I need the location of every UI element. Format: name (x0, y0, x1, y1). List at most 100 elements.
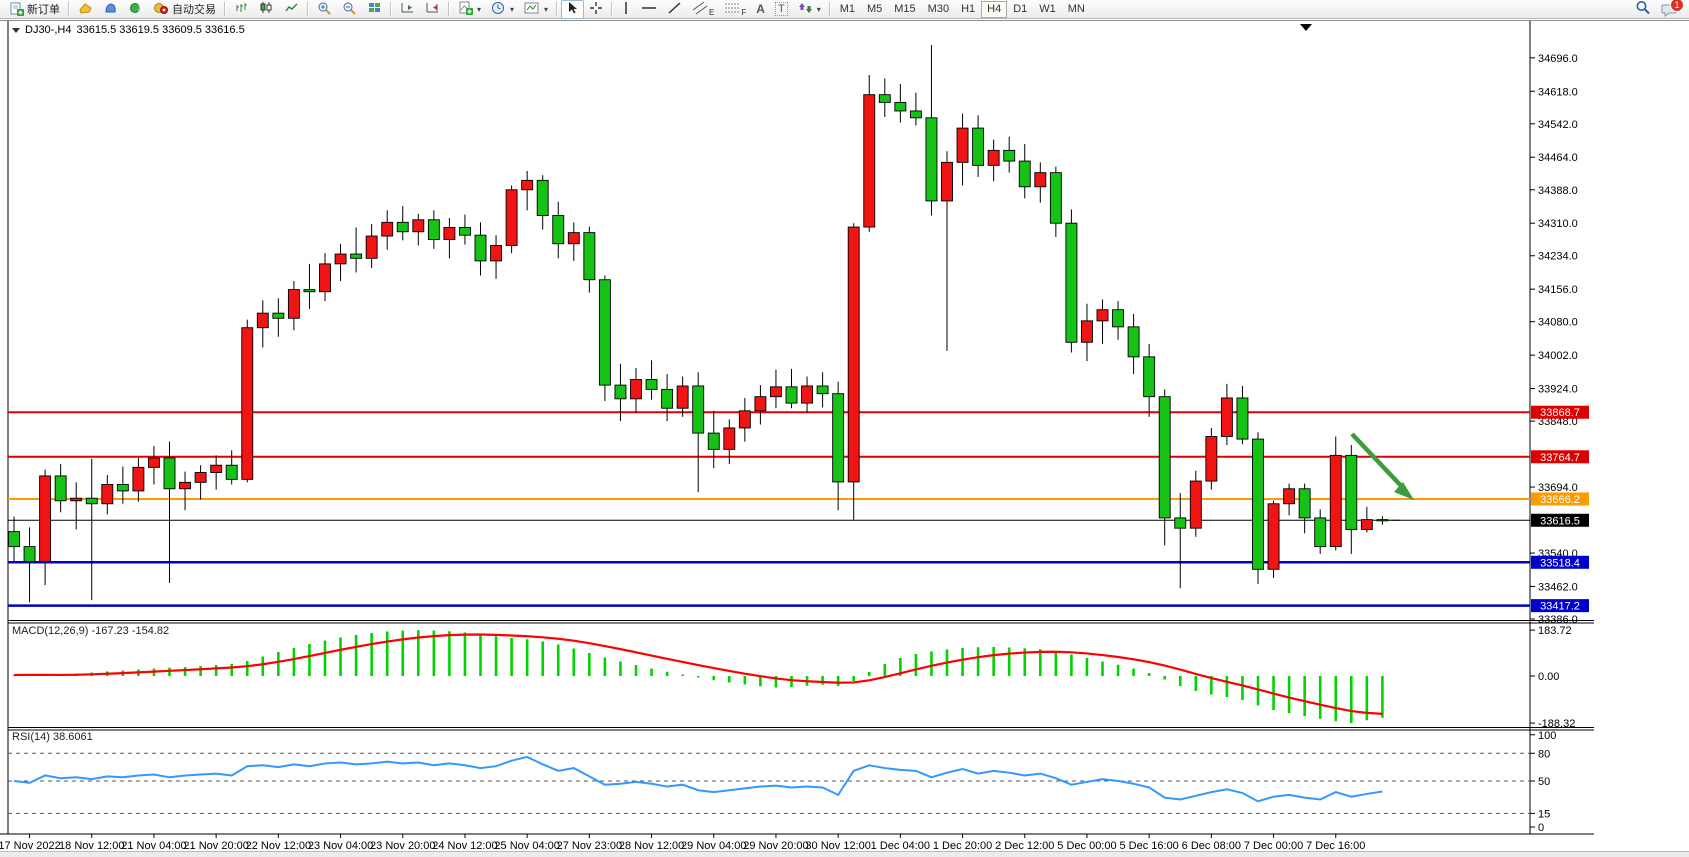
timeframe-button-h1[interactable]: H1 (961, 3, 976, 15)
navigator-icon (128, 1, 143, 17)
svg-text:34542.0: 34542.0 (1538, 119, 1578, 131)
timeframe-button-m1[interactable]: M1 (839, 3, 855, 15)
svg-text:34310.0: 34310.0 (1538, 218, 1578, 230)
svg-text:34464.0: 34464.0 (1538, 152, 1578, 164)
text-label-tool-button[interactable]: T (770, 0, 793, 19)
svg-text:33848.0: 33848.0 (1538, 416, 1578, 428)
horizontal-line-tool-button[interactable] (636, 0, 662, 19)
cursor-icon (566, 1, 579, 18)
window-bottom-edge (0, 851, 1689, 857)
vertical-line-icon (621, 1, 631, 18)
bar-chart-button[interactable] (229, 0, 254, 19)
trendline-tool-button[interactable] (662, 0, 687, 19)
svg-text:34080.0: 34080.0 (1538, 317, 1578, 329)
symbol-period-label: DJ30-,H4 (25, 24, 72, 36)
auto-scroll-button[interactable] (395, 0, 420, 19)
arrows-tool-button[interactable]: ▾ (793, 0, 826, 19)
fibonacci-icon (724, 1, 741, 18)
svg-text:33417.2: 33417.2 (1540, 601, 1580, 613)
auto-trading-label: 自动交易 (172, 4, 216, 16)
timeframe-button-mn[interactable]: MN (1067, 3, 1085, 15)
market-watch-button[interactable] (73, 0, 98, 19)
svg-text:33694.0: 33694.0 (1538, 482, 1578, 494)
tile-windows-button[interactable] (362, 0, 387, 19)
vertical-line-tool-button[interactable] (616, 0, 636, 19)
period-button[interactable]: ▾ (486, 0, 519, 19)
crosshair-tool-button[interactable] (584, 0, 608, 19)
navigator-button[interactable] (123, 0, 148, 19)
text-label-tool-icon: T (774, 2, 788, 16)
cursor-tool-button[interactable] (561, 0, 585, 19)
timeframe-toolbar: M1 M5 M15 M30 H1 H4 D1 W1 MN (834, 0, 1091, 18)
macd-signal-line (13, 633, 1383, 715)
price-axis[interactable]: 34696.0 34618.0 34542.0 34464.0 34388.0 34310… (1530, 53, 1578, 834)
text-tool-button[interactable]: A (751, 0, 770, 19)
svg-text:21 Nov 04:00: 21 Nov 04:00 (121, 840, 186, 852)
search-button[interactable] (1630, 0, 1656, 19)
toolbar-separator (448, 2, 450, 16)
market-watch-icon (78, 1, 93, 17)
svg-text:33518.4: 33518.4 (1540, 557, 1580, 569)
chevron-down-icon: ▾ (816, 4, 821, 14)
svg-text:15: 15 (1538, 808, 1550, 820)
svg-text:23 Nov 20:00: 23 Nov 20:00 (370, 840, 435, 852)
fibonacci-tool-button[interactable]: F (719, 0, 751, 19)
svg-text:183.72: 183.72 (1538, 625, 1572, 637)
rsi-level-lines (8, 752, 1530, 814)
chart-shift-icon (425, 1, 440, 17)
svg-text:1 Dec 20:00: 1 Dec 20:00 (933, 840, 992, 852)
new-order-label: 新订单 (27, 4, 60, 16)
svg-text:5 Dec 00:00: 5 Dec 00:00 (1057, 840, 1116, 852)
svg-text:23 Nov 04:00: 23 Nov 04:00 (308, 840, 373, 852)
toolbar-separator (307, 2, 309, 16)
main-toolbar: 新订单 自动交易 (0, 0, 1689, 19)
template-button[interactable]: ▾ (519, 0, 553, 19)
one-click-trading-toggle-icon[interactable] (12, 27, 20, 33)
line-chart-icon (284, 1, 299, 17)
svg-text:18 Nov 12:00: 18 Nov 12:00 (59, 840, 124, 852)
channel-tool-letter: E (709, 7, 715, 17)
clock-icon (491, 1, 506, 18)
chart-shift-button[interactable] (420, 0, 445, 19)
svg-text:22 Nov 12:00: 22 Nov 12:00 (246, 840, 311, 852)
zoom-in-button[interactable] (312, 0, 337, 19)
auto-trading-button[interactable]: 自动交易 (148, 0, 221, 19)
equidistant-channel-icon (692, 1, 709, 18)
svg-text:28 Nov 12:00: 28 Nov 12:00 (619, 840, 684, 852)
svg-text:29 Nov 20:00: 29 Nov 20:00 (743, 840, 808, 852)
chart-shift-marker[interactable] (1300, 24, 1312, 31)
data-window-icon (103, 1, 118, 17)
chevron-down-icon: ▾ (544, 4, 549, 14)
notifications-button[interactable]: 1 (1656, 0, 1684, 19)
rsi-name: RSI(14) (12, 731, 50, 743)
add-indicator-button[interactable]: ▾ (453, 0, 486, 19)
timeframe-button-d1[interactable]: D1 (1013, 3, 1028, 15)
timeframe-button-w1[interactable]: W1 (1039, 3, 1056, 15)
zoom-out-button[interactable] (337, 0, 362, 19)
svg-text:24 Nov 12:00: 24 Nov 12:00 (432, 840, 497, 852)
toolbar-separator (224, 2, 226, 16)
svg-text:33462.0: 33462.0 (1538, 581, 1578, 593)
svg-text:34388.0: 34388.0 (1538, 185, 1578, 197)
macd-histogram (12, 630, 1384, 724)
timeframe-button-h4[interactable]: H4 (981, 0, 1008, 18)
svg-text:21 Nov 20:00: 21 Nov 20:00 (183, 840, 248, 852)
new-order-button[interactable]: 新订单 (4, 0, 65, 19)
svg-text:50: 50 (1538, 776, 1550, 788)
svg-text:-188.32: -188.32 (1538, 718, 1575, 730)
svg-text:33616.5: 33616.5 (1540, 515, 1580, 527)
data-window-button[interactable] (98, 0, 123, 19)
timeframe-button-m30[interactable]: M30 (927, 3, 950, 15)
svg-text:6 Dec 08:00: 6 Dec 08:00 (1182, 840, 1241, 852)
timeframe-button-m5[interactable]: M5 (866, 3, 883, 15)
trendline-icon (667, 1, 682, 18)
candlestick-chart-button[interactable] (254, 0, 279, 19)
equidistant-channel-tool-button[interactable]: E (687, 0, 719, 19)
line-chart-button[interactable] (279, 0, 304, 19)
chevron-down-icon: ▾ (477, 4, 482, 14)
rsi-value: 38.6061 (52, 731, 93, 743)
arrow-annotation[interactable] (1350, 432, 1414, 500)
timeframe-button-m15[interactable]: M15 (894, 3, 916, 15)
